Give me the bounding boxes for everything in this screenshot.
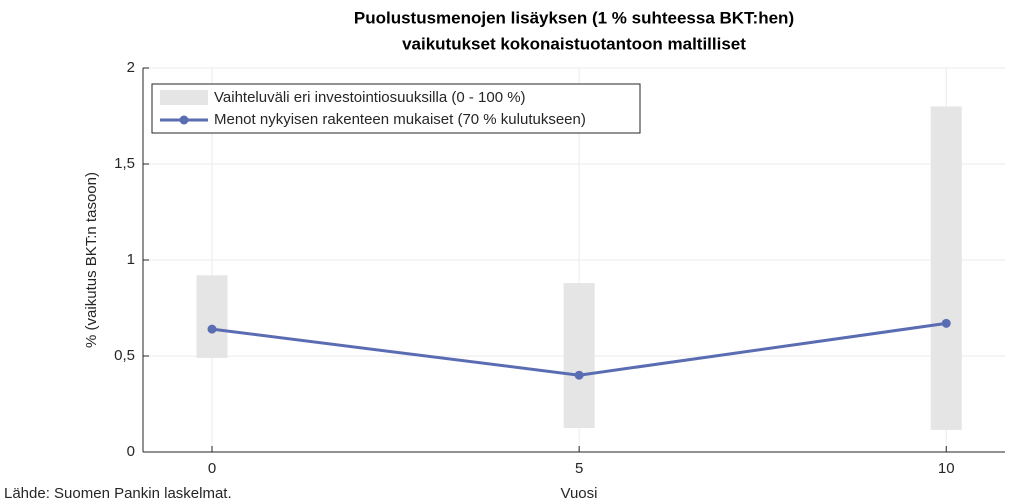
y-tick-label: 1 [127, 251, 135, 268]
x-axis-label: Vuosi [561, 485, 598, 502]
x-tick-label: 0 [208, 460, 216, 477]
series-marker [207, 324, 217, 334]
chart-title: Puolustusmenojen lisäyksen (1 % suhteess… [354, 8, 794, 27]
source-note: Lähde: Suomen Pankin laskelmat. [4, 485, 232, 502]
series-marker [574, 370, 584, 380]
range-bar [563, 283, 595, 428]
legend-swatch [160, 90, 208, 105]
y-tick-label: 0 [127, 443, 135, 460]
legend-swatch [179, 115, 189, 125]
range-bar [930, 106, 962, 430]
x-tick-label: 10 [938, 460, 955, 477]
legend-box [151, 83, 641, 134]
legend-label: Vaihteluväli eri investointiosuuksilla (… [214, 89, 526, 106]
range-bar [196, 275, 228, 358]
y-tick-label: 0,5 [114, 347, 135, 364]
y-tick-label: 1,5 [114, 155, 135, 172]
legend-label: Menot nykyisen rakenteen mukaiset (70 % … [214, 111, 586, 128]
series-marker [941, 318, 951, 328]
y-axis-label: % (vaikutus BKT:n tasoon) [83, 172, 100, 348]
chart-title: vaikutukset kokonaistuotantoon maltillis… [402, 34, 746, 53]
y-tick-label: 2 [127, 59, 135, 76]
x-tick-label: 5 [575, 460, 583, 477]
